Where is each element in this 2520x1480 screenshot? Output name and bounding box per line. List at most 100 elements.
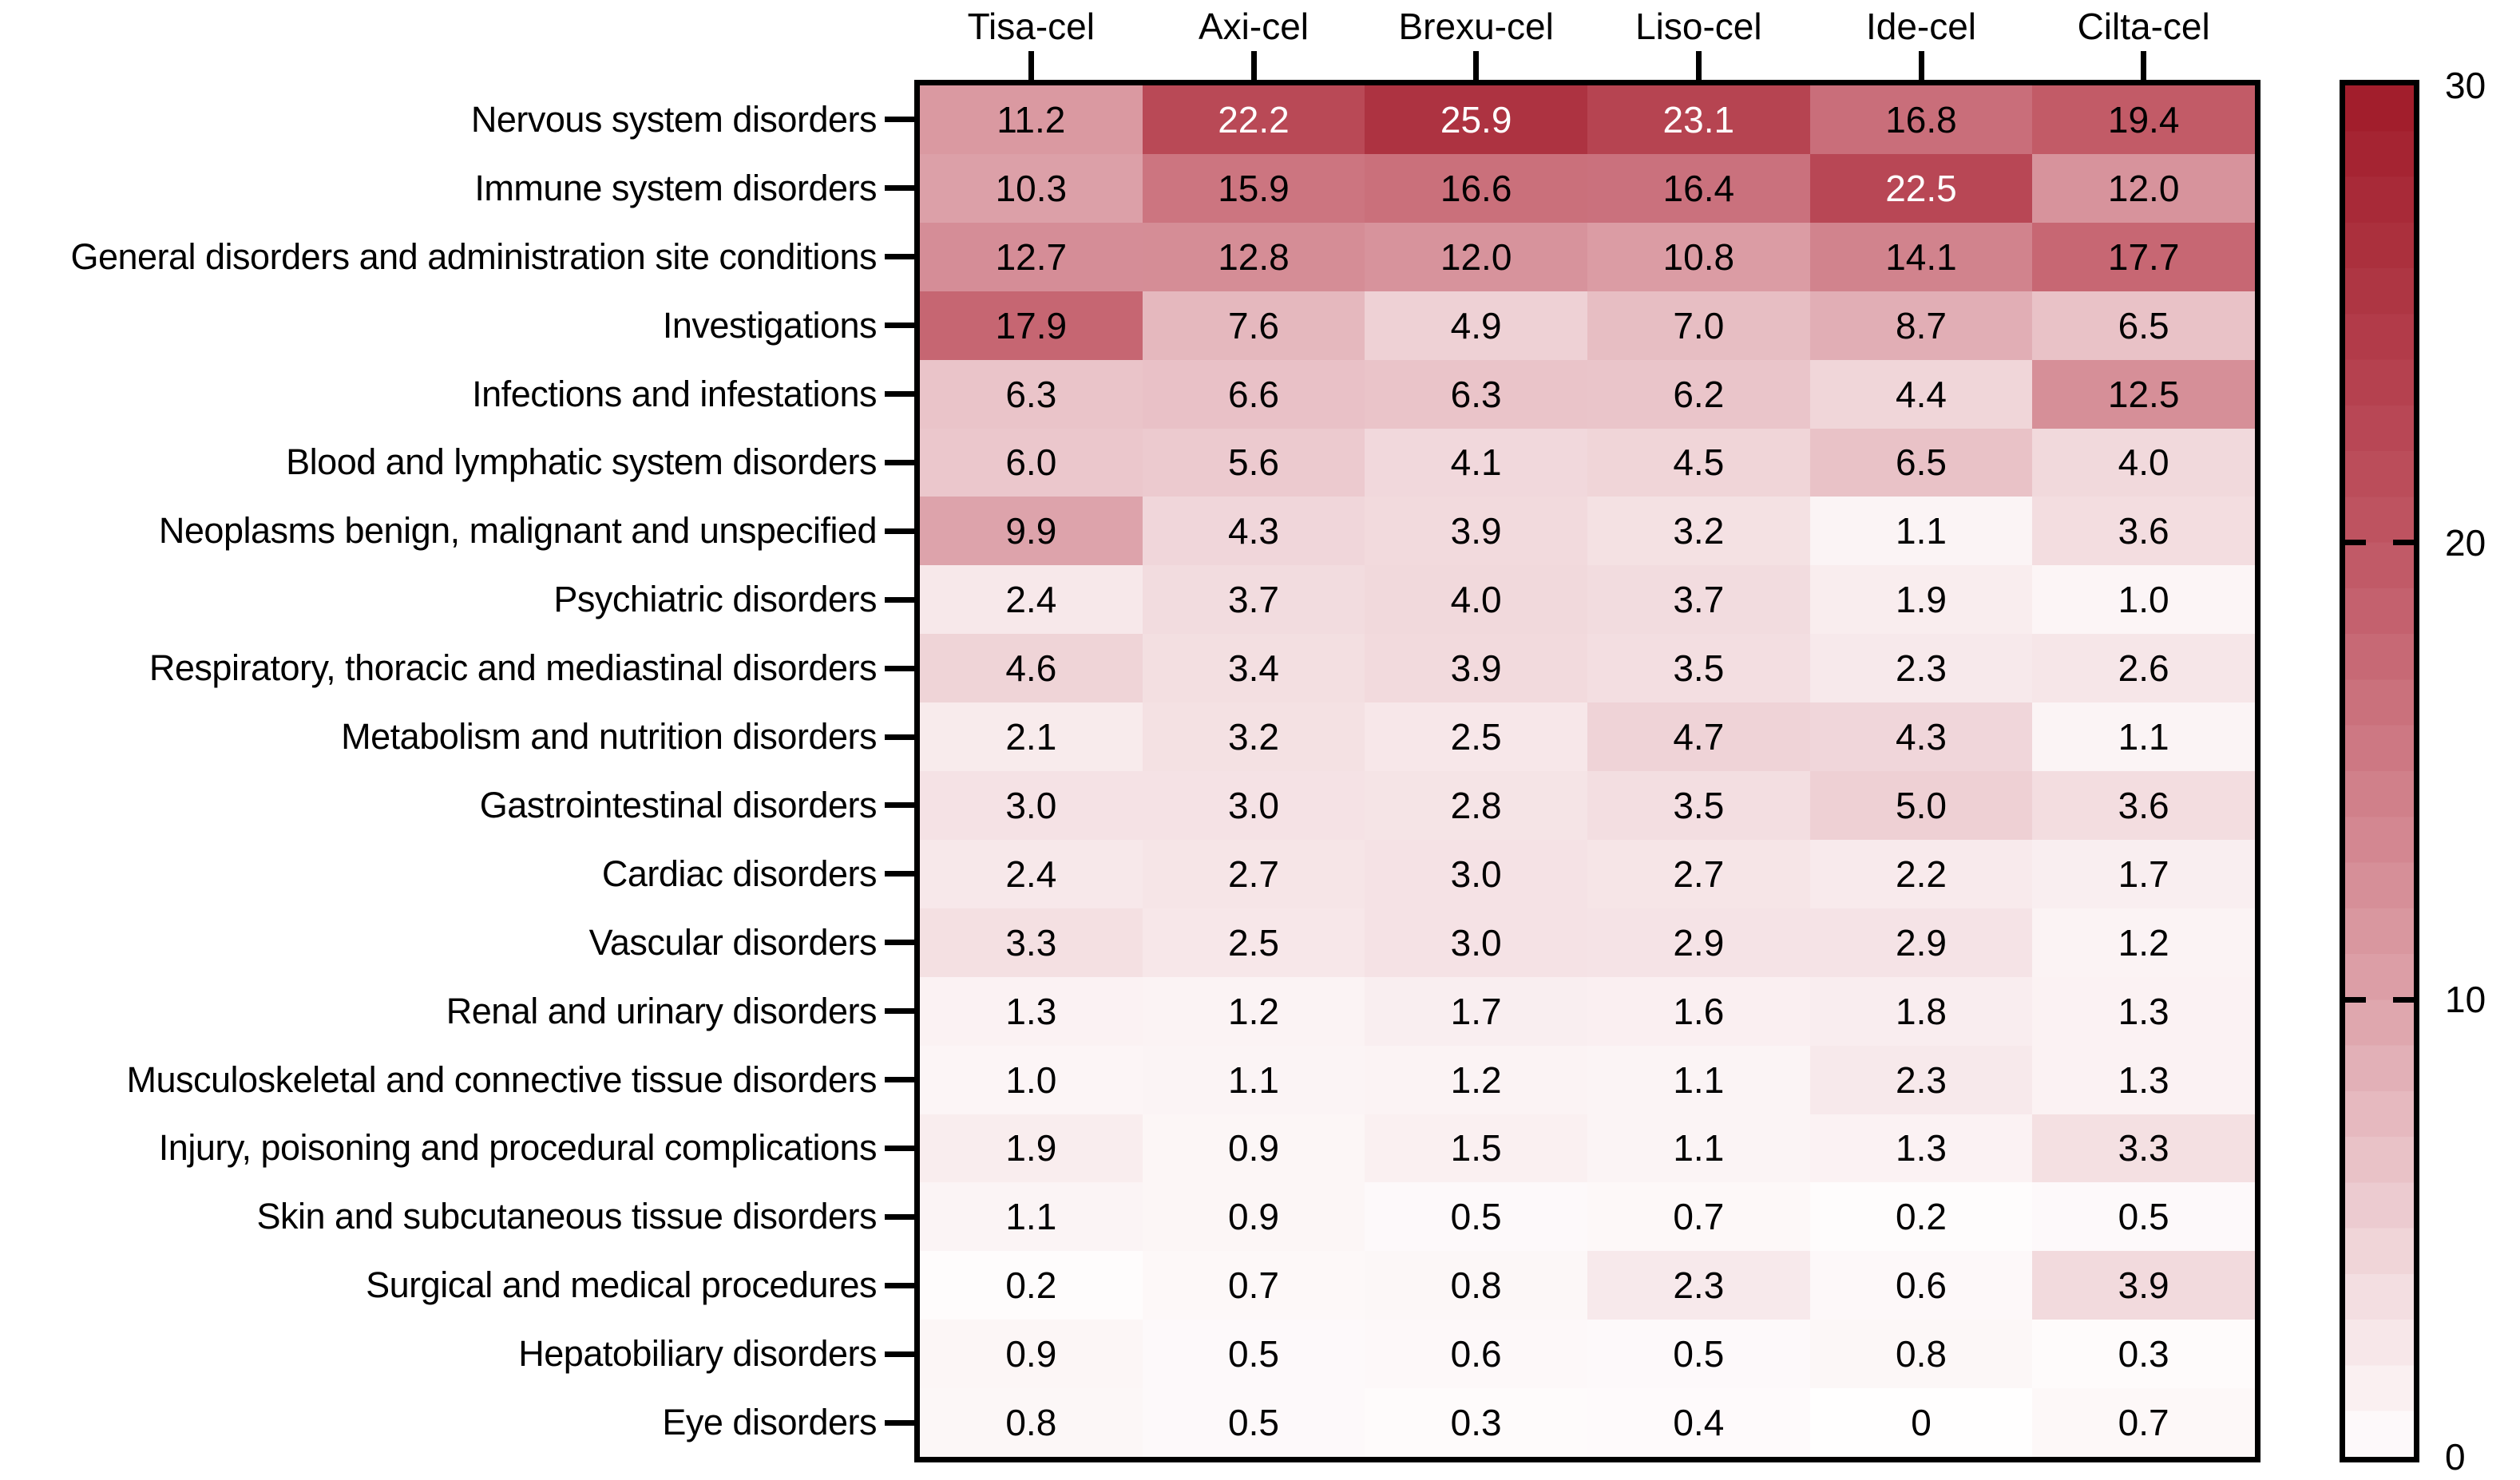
- row-label: Neoplasms benign, malignant and unspecif…: [158, 510, 878, 552]
- heatmap-cell: 0.5: [1587, 1320, 1810, 1389]
- heatmap-cell: 2.7: [1142, 839, 1365, 908]
- heatmap-cell: 1.1: [1142, 1045, 1365, 1114]
- heatmap-cell: 0.9: [920, 1320, 1143, 1389]
- heatmap-cell: 16.6: [1365, 153, 1587, 223]
- heatmap-cell: 17.9: [920, 291, 1143, 360]
- row-label: Cardiac disorders: [601, 853, 878, 894]
- heatmap-cell: 2.3: [1809, 634, 2033, 703]
- heatmap-cell: 1.1: [1587, 1114, 1810, 1183]
- row-label: Injury, poisoning and procedural complic…: [158, 1127, 878, 1169]
- heatmap-cell: 2.8: [1365, 771, 1587, 840]
- row-tick-mark: [885, 802, 914, 809]
- row-label: Metabolism and nutrition disorders: [341, 716, 877, 758]
- row-tick-mark: [885, 940, 914, 946]
- heatmap-cell: 3.2: [1142, 702, 1365, 771]
- row-tick-mark: [885, 1419, 914, 1426]
- row-tick-mark: [885, 254, 914, 260]
- heatmap-cell: 1.1: [2032, 702, 2255, 771]
- heatmap-cell: 0.5: [1142, 1388, 1365, 1457]
- heatmap-cell: 3.9: [2032, 1251, 2255, 1320]
- row-tick-mark: [885, 1008, 914, 1015]
- heatmap-cell: 3.3: [920, 908, 1143, 977]
- heatmap-cell: 0.5: [1142, 1320, 1365, 1389]
- column-tick-mark: [1695, 51, 1702, 80]
- colorbar-tick-label: 10: [2445, 979, 2486, 1021]
- row-tick-mark: [885, 1077, 914, 1083]
- heatmap-cell: 1.0: [920, 1045, 1143, 1114]
- heatmap-cell: 1.0: [2032, 565, 2255, 635]
- colorbar-tick-mark: [2345, 540, 2366, 546]
- row-tick-mark: [885, 1145, 914, 1151]
- row-tick-mark: [885, 1213, 914, 1220]
- row-tick-mark: [885, 528, 914, 534]
- heatmap-cell: 1.1: [1809, 497, 2033, 566]
- heatmap-cell: 1.3: [2032, 976, 2255, 1046]
- heatmap-cell: 4.1: [1365, 428, 1587, 497]
- heatmap-cell: 25.9: [1365, 85, 1587, 154]
- row-tick-mark: [885, 665, 914, 671]
- column-header: Axi-cel: [1198, 6, 1310, 47]
- heatmap-cell: 1.3: [920, 976, 1143, 1046]
- column-tick-mark: [1473, 51, 1480, 80]
- heatmap-cell: 22.2: [1142, 85, 1365, 154]
- heatmap-cell: 1.2: [2032, 908, 2255, 977]
- heatmap-cell: 2.1: [920, 702, 1143, 771]
- heatmap-cell: 5.6: [1142, 428, 1365, 497]
- heatmap-cell: 6.3: [1365, 359, 1587, 429]
- heatmap-cell: 4.7: [1587, 702, 1810, 771]
- heatmap-cell: 3.7: [1142, 565, 1365, 635]
- heatmap-cell: 2.5: [1365, 702, 1587, 771]
- heatmap-cell: 2.5: [1142, 908, 1365, 977]
- heatmap-cell: 2.4: [920, 839, 1143, 908]
- heatmap-cell: 8.7: [1809, 291, 2033, 360]
- heatmap-cell: 4.3: [1809, 702, 2033, 771]
- heatmap-cell: 2.2: [1809, 839, 2033, 908]
- heatmap-cell: 1.7: [2032, 839, 2255, 908]
- heatmap-cell: 0.5: [2032, 1182, 2255, 1252]
- heatmap-cell: 3.5: [1587, 771, 1810, 840]
- heatmap-cell: 3.0: [1142, 771, 1365, 840]
- column-tick-mark: [2141, 51, 2147, 80]
- row-tick-mark: [885, 185, 914, 192]
- heatmap-cell: 0.6: [1365, 1320, 1587, 1389]
- column-header: Tisa-cel: [967, 6, 1095, 47]
- column-header: Cilta-cel: [2077, 6, 2210, 47]
- heatmap-cell: 6.3: [920, 359, 1143, 429]
- row-tick-mark: [885, 459, 914, 465]
- heatmap-cell: 15.9: [1142, 153, 1365, 223]
- heatmap-cell: 1.3: [2032, 1045, 2255, 1114]
- heatmap-cell: 0.7: [1587, 1182, 1810, 1252]
- heatmap-cell: 2.6: [2032, 634, 2255, 703]
- row-label: Renal and urinary disorders: [446, 990, 878, 1031]
- heatmap-cell: 16.8: [1809, 85, 2033, 154]
- heatmap-cell: 11.2: [920, 85, 1143, 154]
- heatmap-cell: 6.0: [920, 428, 1143, 497]
- heatmap-cell: 4.5: [1587, 428, 1810, 497]
- heatmap-cell: 12.5: [2032, 359, 2255, 429]
- heatmap-cell: 2.9: [1587, 908, 1810, 977]
- heatmap-cell: 1.2: [1365, 1045, 1587, 1114]
- heatmap-cell: 1.8: [1809, 976, 2033, 1046]
- heatmap-cell: 3.2: [1587, 497, 1810, 566]
- row-label: Skin and subcutaneous tissue disorders: [256, 1196, 878, 1237]
- colorbar-tick-mark: [2393, 540, 2414, 546]
- heatmap-cell: 1.3: [1809, 1114, 2033, 1183]
- heatmap-cell: 2.9: [1809, 908, 2033, 977]
- heatmap-cell: 10.3: [920, 153, 1143, 223]
- heatmap-cell: 9.9: [920, 497, 1143, 566]
- heatmap-cell: 10.8: [1587, 222, 1810, 291]
- row-label: Eye disorders: [662, 1402, 877, 1443]
- heatmap-cell: 4.3: [1142, 497, 1365, 566]
- colorbar-tick-mark: [2345, 996, 2366, 1003]
- heatmap-cell: 3.9: [1365, 497, 1587, 566]
- row-tick-mark: [885, 734, 914, 740]
- colorbar-tick-label: 20: [2445, 521, 2486, 564]
- heatmap-cell: 23.1: [1587, 85, 1810, 154]
- heatmap-cell: 0.7: [2032, 1388, 2255, 1457]
- heatmap-cell: 1.1: [1587, 1045, 1810, 1114]
- heatmap-cell: 0.3: [1365, 1388, 1587, 1457]
- row-label: Nervous system disorders: [470, 98, 878, 140]
- heatmap-cell: 3.4: [1142, 634, 1365, 703]
- heatmap-cell: 0.8: [920, 1388, 1143, 1457]
- heatmap-cell: 3.3: [2032, 1114, 2255, 1183]
